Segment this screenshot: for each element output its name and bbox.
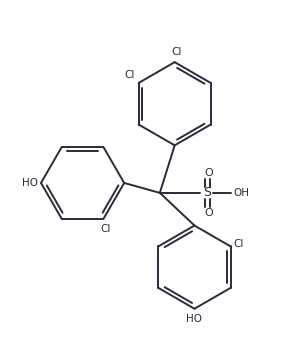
Text: S: S <box>203 187 211 199</box>
Text: HO: HO <box>186 314 202 324</box>
Text: O: O <box>204 168 213 178</box>
Text: Cl: Cl <box>124 70 135 80</box>
Text: Cl: Cl <box>172 47 182 57</box>
Text: OH: OH <box>233 188 249 198</box>
Text: HO: HO <box>22 178 38 188</box>
Text: Cl: Cl <box>100 224 111 234</box>
Text: O: O <box>204 208 213 218</box>
Text: Cl: Cl <box>233 240 244 250</box>
